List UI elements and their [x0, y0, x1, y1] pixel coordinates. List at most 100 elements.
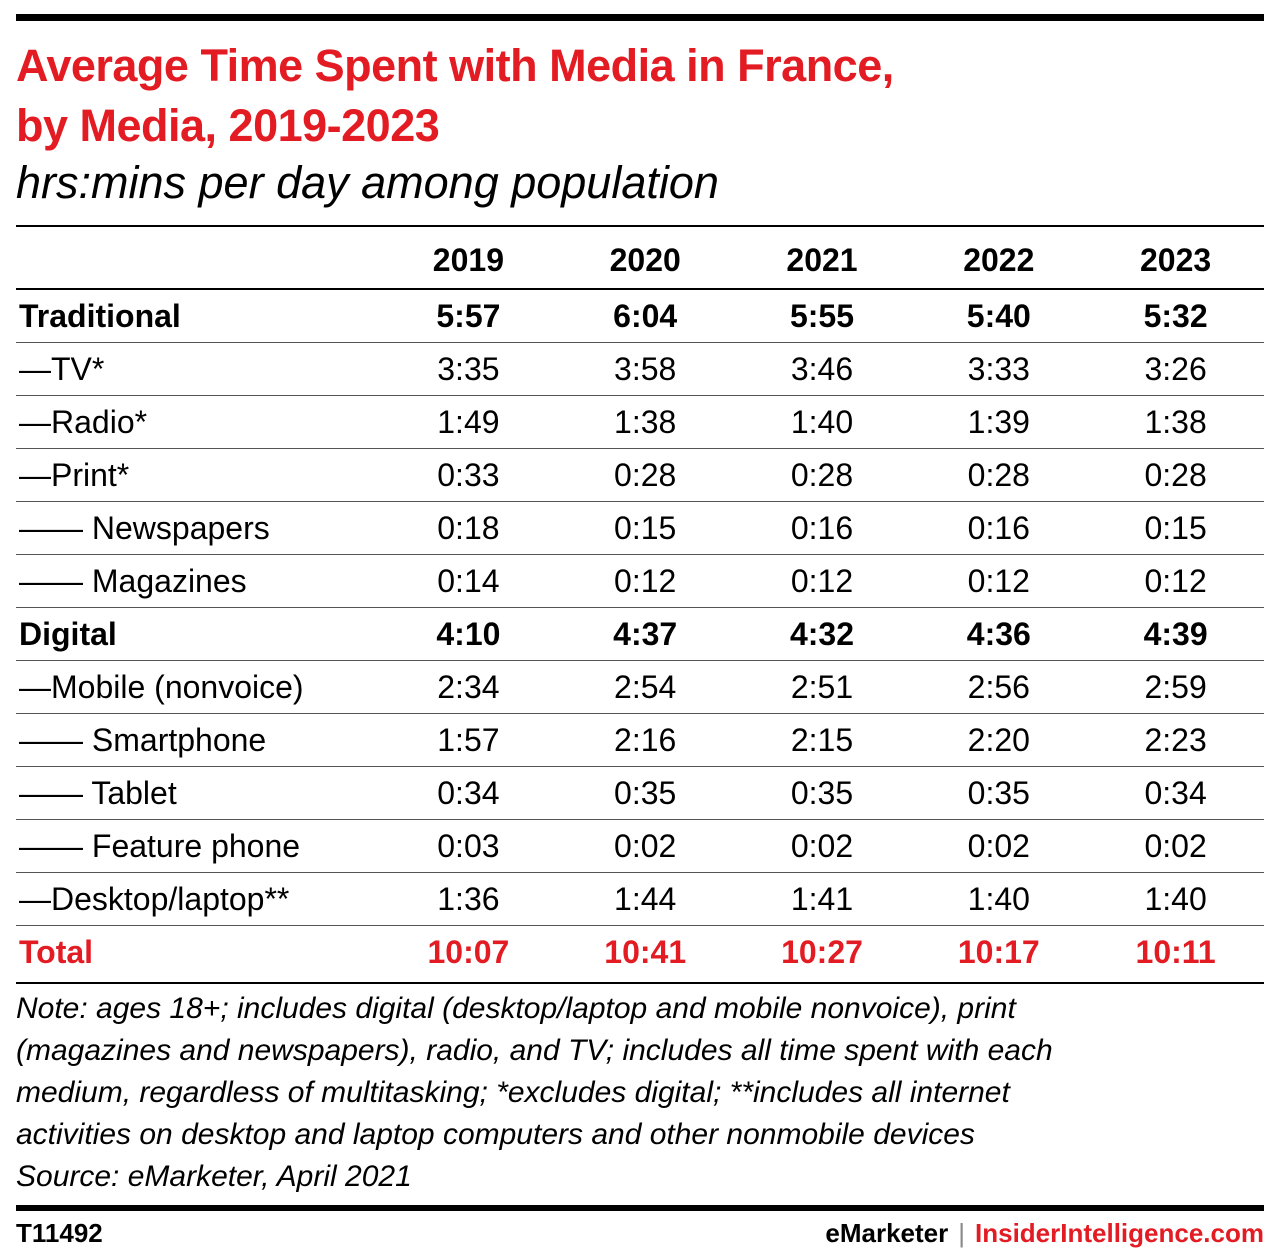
table-cell: 0:15	[1087, 501, 1264, 555]
table-row: —TV* 3:35 3:58 3:46 3:33 3:26	[16, 342, 1264, 396]
row-label: —Desktop/laptop**	[16, 872, 380, 926]
table-cell: 2:54	[556, 660, 734, 714]
row-label: —Print*	[16, 448, 380, 502]
table-cell: 1:38	[556, 395, 734, 449]
footnote-line: Source: eMarketer, April 2021	[16, 1160, 412, 1193]
table-cell: 1:49	[380, 395, 557, 449]
table-cell: 0:18	[380, 501, 557, 555]
table-cell: 10:27	[781, 933, 863, 970]
table-cell: 2:15	[733, 713, 911, 767]
column-header-2020: 2020	[556, 232, 734, 290]
row-label: Total	[19, 933, 94, 970]
table-cell: 3:33	[910, 342, 1088, 396]
table-cell: 0:35	[556, 766, 734, 820]
table-cell: 1:40	[1087, 872, 1264, 926]
table-row: —Desktop/laptop** 1:36 1:44 1:41 1:40 1:40	[16, 872, 1264, 926]
chart-title-line-2: by Media, 2019-2023	[16, 100, 440, 151]
table-row: Traditional 5:57 6:04 5:55 5:40 5:32	[16, 289, 1264, 343]
table-cell: 0:35	[910, 766, 1088, 820]
row-label: —TV*	[16, 342, 380, 396]
table-cell: 0:12	[1087, 554, 1264, 608]
header-rule	[16, 225, 1264, 227]
table-cell: 2:59	[1087, 660, 1264, 714]
table-row: —Radio* 1:49 1:38 1:40 1:39 1:38	[16, 395, 1264, 449]
table-cell: 3:35	[380, 342, 557, 396]
table-row: —— Feature phone 0:03 0:02 0:02 0:02 0:02	[16, 819, 1264, 873]
chart-title-line-1: Average Time Spent with Media in France,	[16, 40, 894, 91]
table-cell: 0:02	[556, 819, 734, 873]
table-cell: 1:38	[1087, 395, 1264, 449]
table-cell: 1:39	[910, 395, 1088, 449]
table-cell: 0:28	[733, 448, 911, 502]
table-cell: 4:37	[556, 607, 734, 661]
table-cell: 5:57	[380, 289, 557, 343]
table-cell: 6:04	[556, 289, 734, 343]
chart-id: T11492	[16, 1218, 103, 1248]
table-cell: 1:44	[556, 872, 734, 926]
footer-rule	[16, 1205, 1264, 1211]
table-cell: 0:28	[910, 448, 1088, 502]
row-label: Digital	[16, 607, 380, 661]
table-cell: 5:55	[733, 289, 911, 343]
table-cell: 1:36	[380, 872, 557, 926]
table-cell: 1:40	[910, 872, 1088, 926]
table-cell: 0:34	[380, 766, 557, 820]
table-cell: 0:15	[556, 501, 734, 555]
table-cell: 5:32	[1087, 289, 1264, 343]
table-cell: 3:26	[1087, 342, 1264, 396]
table-cell: 0:28	[556, 448, 734, 502]
table-cell: 1:40	[733, 395, 911, 449]
table-cell: 2:51	[733, 660, 911, 714]
table-cell: 0:03	[380, 819, 557, 873]
table-bottom-rule	[16, 982, 1264, 984]
table-cell: 4:10	[380, 607, 557, 661]
table-cell: 2:23	[1087, 713, 1264, 767]
table-cell: 2:34	[380, 660, 557, 714]
table-cell: 4:32	[733, 607, 911, 661]
brand-separator: |	[958, 1218, 966, 1248]
table-cell: 10:17	[957, 933, 1040, 970]
column-header-2023: 2023	[1087, 232, 1264, 290]
header-corner	[16, 232, 380, 290]
table-cell: 1:41	[733, 872, 911, 926]
table-cell: 0:35	[733, 766, 911, 820]
row-label: —— Newspapers	[16, 501, 380, 555]
table-cell: 2:16	[556, 713, 734, 767]
data-table: 2019 2020 2021 2022 2023 Traditional 5:57 6:04…	[16, 232, 1264, 978]
table-cell: 0:14	[380, 554, 557, 608]
table-cell: 1:57	[380, 713, 557, 767]
table-cell: 0:12	[910, 554, 1088, 608]
row-label: —— Smartphone	[16, 713, 380, 767]
table-cell: 0:12	[556, 554, 734, 608]
column-header-2021: 2021	[733, 232, 911, 290]
table-body: Traditional 5:57 6:04 5:55 5:40 5:32 —TV* 3:35 3…	[16, 289, 1264, 978]
table-cell: 0:02	[733, 819, 911, 873]
table-cell: 2:20	[910, 713, 1088, 767]
column-header-2022: 2022	[910, 232, 1088, 290]
table-header-row: 2019 2020 2021 2022 2023	[16, 232, 1264, 290]
table-row: —Print* 0:33 0:28 0:28 0:28 0:28	[16, 448, 1264, 502]
table-cell: 2:56	[910, 660, 1088, 714]
brand: eMarketer | InsiderIntelligence.com	[825, 1218, 1264, 1249]
table-cell: 0:16	[910, 501, 1088, 555]
brand-emarketer: eMarketer	[825, 1218, 949, 1248]
chart-subtitle: hrs:mins per day among population	[16, 157, 719, 208]
table-cell: 5:40	[910, 289, 1088, 343]
footnote-line: medium, regardless of multitasking; *exc…	[16, 1076, 1010, 1109]
table-cell: 3:58	[556, 342, 734, 396]
table-cell: 0:02	[1087, 819, 1264, 873]
chart-title: Average Time Spent with Media in France,…	[16, 36, 1256, 156]
table-cell: 0:12	[733, 554, 911, 608]
table-cell: 0:02	[910, 819, 1088, 873]
row-label: —— Tablet	[16, 766, 380, 820]
row-label: —Radio*	[16, 395, 380, 449]
table-cell: 4:39	[1087, 607, 1264, 661]
table-cell: 3:46	[733, 342, 911, 396]
row-label: —Mobile (nonvoice)	[16, 660, 380, 714]
table-row: Digital 4:10 4:37 4:32 4:36 4:39	[16, 607, 1264, 661]
table-row: —— Magazines 0:14 0:12 0:12 0:12 0:12	[16, 554, 1264, 608]
row-label: —— Magazines	[16, 554, 380, 608]
top-rule	[16, 14, 1264, 21]
table-cell: 0:28	[1087, 448, 1264, 502]
table-cell: 10:11	[1135, 933, 1216, 970]
